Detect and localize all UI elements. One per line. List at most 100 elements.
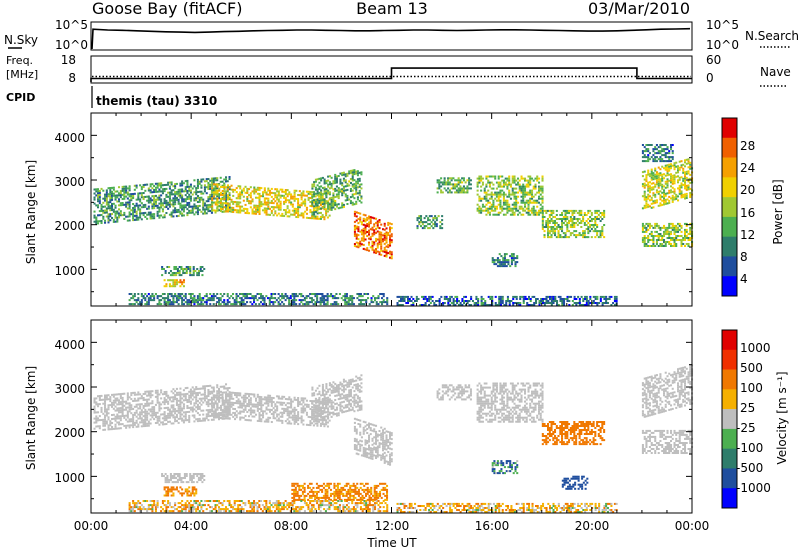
- heatmap-cell: [685, 235, 688, 238]
- heatmap-cell: [214, 209, 217, 212]
- heatmap-cell: [281, 188, 284, 191]
- heatmap-cell: [659, 180, 662, 183]
- heatmap-cell: [118, 399, 121, 402]
- heatmap-cell: [223, 299, 226, 302]
- heatmap-cell: [468, 187, 471, 190]
- heatmap-cell: [443, 302, 446, 305]
- heatmap-cell: [330, 206, 333, 209]
- heatmap-cell: [258, 205, 261, 208]
- heatmap-cell: [176, 268, 179, 271]
- heatmap-cell: [594, 209, 597, 212]
- heatmap-cell: [668, 167, 671, 170]
- heatmap-cell: [502, 207, 505, 210]
- heatmap-cell: [277, 303, 280, 306]
- heatmap-cell: [490, 181, 493, 184]
- heatmap-cell: [202, 409, 205, 412]
- heatmap-cell: [582, 216, 585, 219]
- heatmap-cell: [671, 182, 674, 185]
- heatmap-cell: [219, 205, 222, 208]
- heatmap-cell: [566, 209, 569, 212]
- heatmap-cell: [212, 189, 215, 192]
- heatmap-cell: [410, 304, 413, 307]
- heatmap-cell: [319, 303, 322, 306]
- heatmap-cell: [327, 189, 330, 192]
- heatmap-cell: [140, 295, 143, 298]
- heatmap-cell: [107, 412, 110, 415]
- heatmap-cell: [189, 396, 192, 399]
- heatmap-cell: [488, 197, 491, 200]
- heatmap-cell: [268, 301, 271, 304]
- heatmap-cell: [435, 217, 438, 220]
- heatmap-cell: [297, 202, 300, 205]
- heatmap-cell: [203, 295, 206, 298]
- heatmap-cell: [536, 177, 539, 180]
- heatmap-cell: [105, 394, 108, 397]
- heatmap-cell: [582, 304, 585, 307]
- heatmap-cell: [125, 406, 128, 409]
- heatmap-cell: [163, 401, 166, 404]
- heatmap-cell: [189, 295, 192, 298]
- heatmap-cell: [188, 201, 191, 204]
- heatmap-cell: [498, 300, 501, 303]
- heatmap-cell: [111, 209, 114, 212]
- heatmap-cell: [353, 214, 356, 217]
- heatmap-cell: [484, 304, 487, 307]
- heatmap-cell: [502, 203, 505, 206]
- heatmap-cell: [223, 186, 226, 189]
- heatmap-cell: [659, 245, 662, 248]
- heatmap-cell: [462, 187, 465, 190]
- nsky-series-line: [91, 27, 691, 50]
- heatmap-cell: [599, 236, 602, 239]
- heatmap-cell: [167, 412, 170, 415]
- heatmap-cell: [283, 209, 286, 212]
- heatmap-cell: [147, 205, 150, 208]
- heatmap-cell: [362, 219, 365, 222]
- heatmap-cell: [111, 426, 114, 429]
- heatmap-cell: [242, 189, 245, 192]
- heatmap-cell: [158, 184, 161, 187]
- heatmap-cell: [568, 236, 571, 239]
- heatmap-cell: [172, 297, 175, 300]
- freq-panel: Freq. [MHz] 18 8 60 0 Nave: [6, 53, 791, 87]
- heatmap-cell: [353, 179, 356, 182]
- heatmap-cell: [655, 144, 658, 147]
- heatmap-cell: [220, 191, 223, 194]
- heatmap-cell: [435, 304, 438, 307]
- heatmap-cell: [318, 197, 321, 200]
- heatmap-cell: [174, 193, 177, 196]
- heatmap-cell: [355, 190, 358, 193]
- heatmap-cell: [207, 208, 210, 211]
- heatmap-cell: [112, 188, 115, 191]
- heatmap-cell: [133, 413, 136, 416]
- heatmap-cell: [174, 295, 177, 298]
- heatmap-cell: [109, 187, 112, 190]
- heatmap-cell: [182, 182, 185, 185]
- heatmap-cell: [524, 179, 527, 182]
- heatmap-cell: [366, 249, 369, 252]
- heatmap-cell: [643, 235, 646, 238]
- heatmap-cell: [221, 198, 224, 201]
- heatmap-cell: [158, 301, 161, 304]
- heatmap-cell: [485, 175, 488, 178]
- heatmap-cell: [168, 193, 171, 196]
- heatmap-cell: [300, 299, 303, 302]
- heatmap-cell: [488, 175, 491, 178]
- heatmap-cell: [312, 303, 315, 306]
- heatmap-cell: [163, 200, 166, 203]
- heatmap-cell: [202, 417, 205, 420]
- heatmap-cell: [494, 177, 497, 180]
- heatmap-cell: [597, 214, 600, 217]
- heatmap-cell: [540, 302, 543, 305]
- heatmap-cell: [267, 193, 270, 196]
- heatmap-cell: [111, 190, 114, 193]
- heatmap-cell: [541, 228, 544, 231]
- heatmap-cell: [643, 237, 646, 240]
- colorbar-frame: [721, 117, 738, 297]
- heatmap-cell: [105, 201, 108, 204]
- heatmap-cell: [196, 268, 199, 271]
- heatmap-cell: [678, 239, 681, 242]
- heatmap-cell: [139, 403, 142, 406]
- heatmap-cell: [302, 295, 305, 298]
- heatmap-cell: [189, 266, 192, 269]
- heatmap-cell: [575, 209, 578, 212]
